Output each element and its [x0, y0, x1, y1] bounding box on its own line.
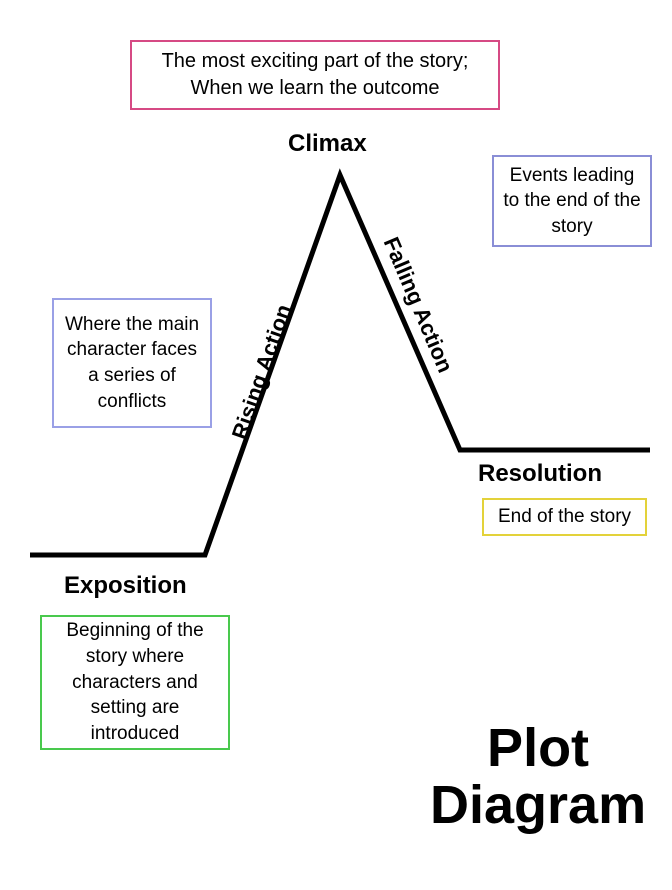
resolution-label: Resolution [478, 460, 602, 488]
diagram-title: Plot Diagram [430, 720, 646, 833]
diagram-title-line2: Diagram [430, 775, 646, 835]
exposition-description-text: Beginning of the story where characters … [50, 618, 220, 746]
diagram-title-line1: Plot [487, 718, 589, 778]
exposition-label: Exposition [64, 572, 187, 600]
rising-action-description-box: Where the main character faces a series … [52, 298, 212, 428]
falling-action-description-text: Events leading to the end of the story [502, 163, 642, 240]
exposition-description-box: Beginning of the story where characters … [40, 615, 230, 750]
resolution-description-box: End of the story [482, 498, 647, 536]
climax-description-text: The most exciting part of the story; Whe… [140, 48, 490, 102]
rising-action-label: Rising Action [227, 301, 297, 443]
rising-action-description-text: Where the main character faces a series … [62, 312, 202, 415]
climax-label: Climax [288, 130, 367, 158]
climax-description-box: The most exciting part of the story; Whe… [130, 40, 500, 110]
resolution-description-text: End of the story [498, 504, 631, 530]
falling-action-description-box: Events leading to the end of the story [492, 155, 652, 247]
plot-diagram: Rising Action Falling Action Climax Reso… [0, 0, 672, 890]
falling-action-label: Falling Action [378, 233, 458, 376]
